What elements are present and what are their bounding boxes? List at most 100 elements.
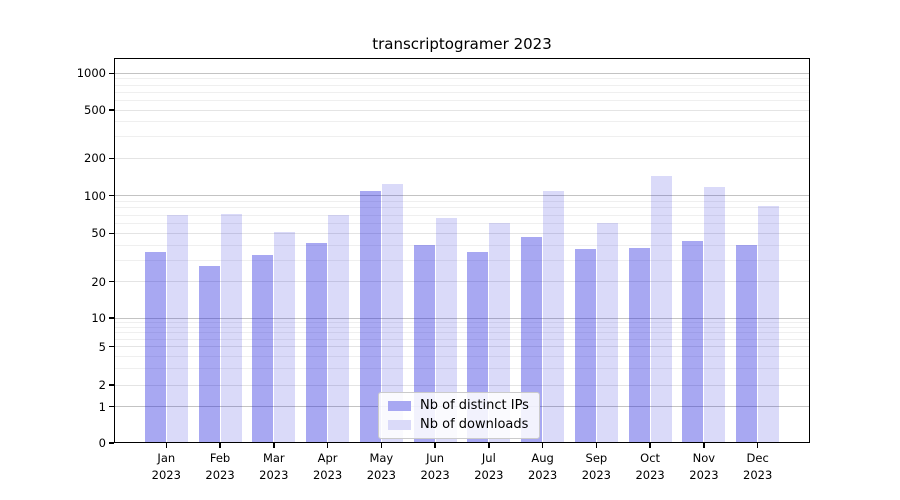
- y-tick-10: [109, 317, 114, 319]
- x-tick-month: Apr: [317, 451, 338, 465]
- x-tick-year: 2023: [474, 468, 504, 482]
- x-tick-month: Nov: [692, 451, 716, 465]
- x-tick-mar: [273, 443, 275, 448]
- bar-downloads-jul: [489, 223, 511, 443]
- y-tick-500: [109, 109, 114, 111]
- legend-label-0: Nb of distinct IPs: [420, 398, 529, 413]
- legend-label-1: Nb of downloads: [420, 417, 529, 432]
- y-tick-label-2: 2: [98, 378, 106, 392]
- x-tick-aug: [541, 443, 544, 448]
- minor-gridline-3: [115, 367, 809, 369]
- gridline-100: [115, 195, 809, 197]
- y-tick-2: [109, 384, 114, 386]
- x-tick-label-sep: Sep 2023: [566, 450, 626, 484]
- x-tick-year: 2023: [151, 468, 181, 482]
- bar-distinct-ips-mar: [252, 255, 274, 443]
- minor-gridline-300: [115, 136, 809, 138]
- x-tick-year: 2023: [635, 468, 665, 482]
- x-tick-month: Oct: [640, 451, 661, 465]
- minor-gridline-40: [115, 244, 809, 246]
- y-tick-1000: [109, 72, 114, 75]
- x-tick-feb: [219, 443, 221, 448]
- x-tick-label-apr: Apr 2023: [298, 450, 358, 484]
- x-tick-month: Aug: [531, 451, 554, 465]
- x-tick-year: 2023: [689, 468, 719, 482]
- gridline-50: [115, 232, 809, 234]
- bar-distinct-ips-feb: [198, 265, 220, 443]
- minor-gridline-4: [115, 355, 809, 357]
- y-tick-label-1000: 1000: [76, 66, 106, 81]
- minor-gridline-90: [115, 200, 809, 202]
- x-tick-year: 2023: [366, 468, 396, 482]
- x-tick-jul: [488, 443, 490, 448]
- x-tick-label-jan: Jan 2023: [136, 450, 196, 484]
- bar-distinct-ips-dec: [736, 245, 758, 443]
- y-tick-label-500: 500: [84, 103, 106, 117]
- minor-gridline-900: [115, 78, 809, 80]
- x-tick-label-nov: Nov 2023: [674, 450, 734, 484]
- x-tick-year: 2023: [259, 468, 289, 482]
- bar-downloads-dec: [758, 206, 780, 443]
- x-tick-label-feb: Feb 2023: [190, 450, 250, 484]
- bar-downloads-nov: [704, 186, 726, 443]
- bar-distinct-ips-may: [359, 190, 381, 443]
- x-tick-jun: [434, 443, 436, 448]
- y-tick-1: [109, 405, 114, 408]
- y-tick-5: [109, 345, 114, 348]
- bar-downloads-oct: [650, 175, 672, 443]
- x-tick-year: 2023: [527, 468, 558, 482]
- x-tick-month: Jan: [157, 451, 176, 465]
- y-tick-label-100: 100: [84, 188, 106, 203]
- bar-downloads-may: [381, 184, 403, 443]
- x-tick-nov: [703, 443, 705, 448]
- bar-distinct-ips-jan: [144, 252, 166, 443]
- bar-distinct-ips-sep: [574, 249, 596, 443]
- y-tick-label-1: 1: [98, 399, 106, 414]
- y-tick-200: [109, 157, 114, 160]
- legend-swatch-1: [388, 420, 411, 430]
- y-tick-0: [109, 442, 114, 444]
- x-tick-year: 2023: [312, 468, 343, 482]
- x-tick-month: May: [369, 451, 394, 465]
- bar-downloads-jan: [166, 215, 188, 443]
- minor-gridline-30: [115, 259, 809, 261]
- x-tick-oct: [649, 443, 651, 448]
- x-tick-label-jul: Jul 2023: [459, 450, 519, 484]
- x-tick-label-may: May 2023: [351, 450, 411, 484]
- minor-gridline-600: [115, 99, 809, 101]
- gridline-10: [115, 317, 809, 319]
- minor-gridline-700: [115, 91, 809, 93]
- gridline-5: [115, 346, 809, 348]
- bar-downloads-feb: [220, 213, 242, 443]
- minor-gridline-8: [115, 326, 809, 328]
- x-tick-label-dec: Dec 2023: [728, 450, 788, 484]
- minor-gridline-7: [115, 332, 809, 334]
- x-tick-month: Jun: [426, 451, 445, 465]
- bar-downloads-aug: [543, 190, 565, 443]
- bar-downloads-mar: [274, 232, 296, 443]
- x-tick-label-oct: Oct 2023: [620, 450, 680, 484]
- bar-distinct-ips-apr: [306, 242, 328, 443]
- x-tick-month: Mar: [262, 451, 285, 465]
- x-tick-jan: [165, 443, 168, 448]
- x-tick-month: Dec: [746, 451, 769, 465]
- legend: Nb of distinct IPs Nb of downloads: [378, 392, 540, 439]
- x-tick-label-mar: Mar 2023: [244, 450, 304, 484]
- x-tick-year: 2023: [205, 468, 235, 482]
- gridline-20: [115, 281, 809, 283]
- x-tick-label-jun: Jun 2023: [405, 450, 465, 484]
- bar-downloads-sep: [596, 223, 618, 443]
- x-tick-month: Sep: [585, 451, 608, 465]
- x-tick-sep: [595, 443, 598, 448]
- y-tick-100: [109, 194, 114, 197]
- x-tick-dec: [756, 443, 759, 448]
- minor-gridline-9: [115, 321, 809, 323]
- x-tick-label-aug: Aug 2023: [513, 450, 573, 484]
- y-tick-50: [109, 232, 114, 235]
- minor-gridline-800: [115, 84, 809, 86]
- y-tick-label-200: 200: [84, 151, 106, 166]
- minor-gridline-80: [115, 207, 809, 209]
- bar-distinct-ips-aug: [521, 236, 543, 443]
